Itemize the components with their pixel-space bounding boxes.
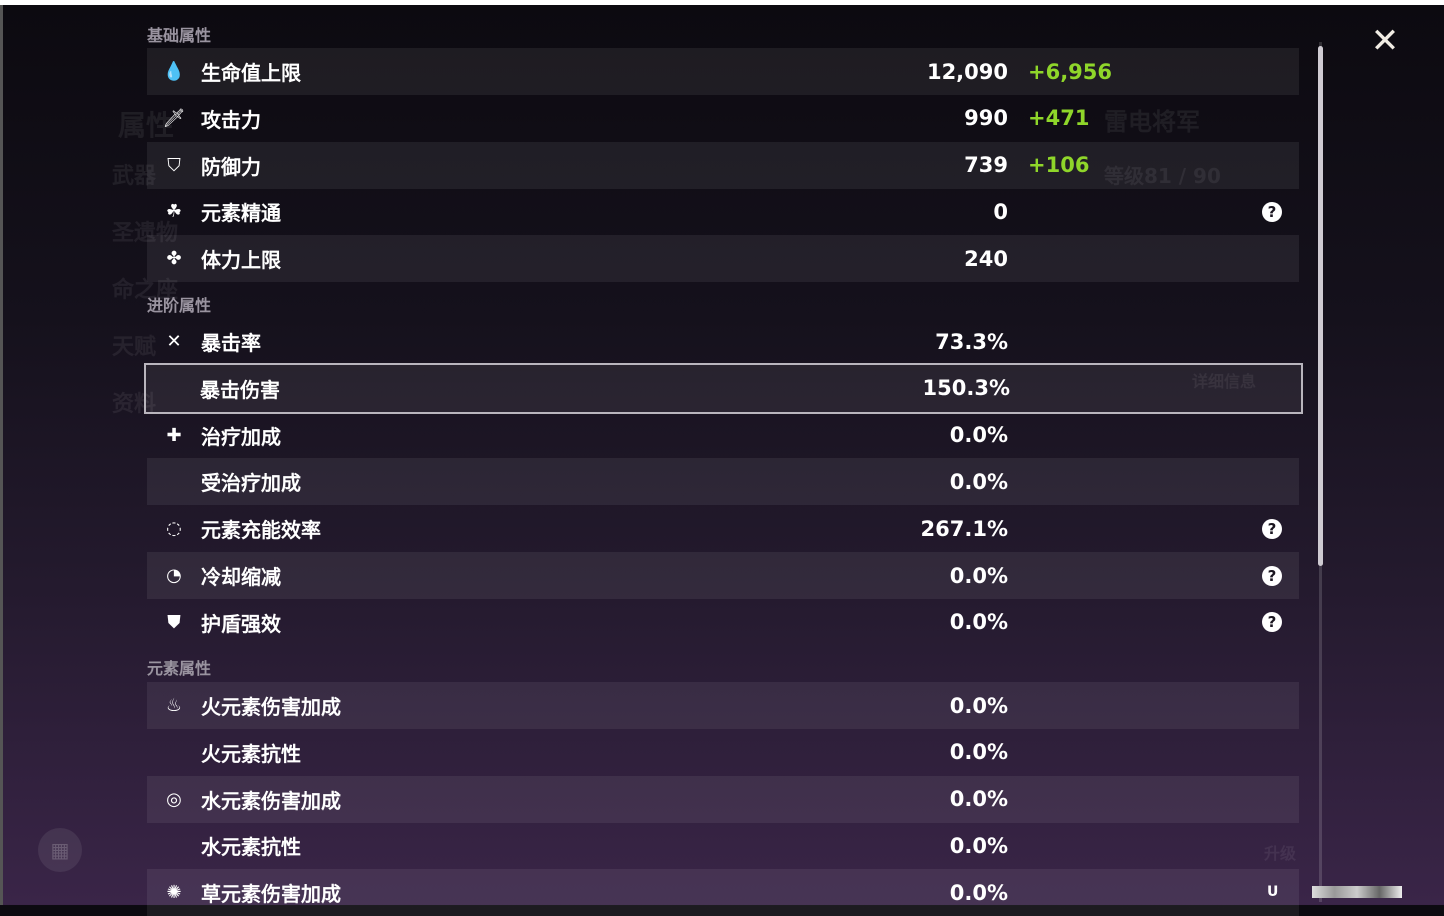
side-menu-item-bg: 命之座	[112, 278, 179, 303]
help-icon[interactable]: ?	[1262, 612, 1282, 633]
stat-row[interactable]: ♨ 火元素伤害加成 0.0%	[147, 682, 1299, 729]
side-menu-item-bg: 资料	[112, 392, 157, 417]
stat-label: 护盾强效	[201, 611, 281, 636]
stat-row[interactable]: ✺ 草元素伤害加成 0.0%	[147, 869, 1299, 916]
stat-row[interactable]: ◔ 冷却缩减 0.0%?	[147, 552, 1299, 599]
side-menu-item-bg: 天赋	[112, 335, 157, 360]
uid-label: U	[1267, 884, 1279, 900]
stat-value: 0.0%	[949, 423, 1008, 448]
stat-row[interactable]: ✤ 体力上限 240	[147, 235, 1299, 283]
help-icon[interactable]: ?	[1262, 518, 1282, 539]
crit-rate-icon: ✕	[166, 331, 182, 352]
stat-value: 12,090	[926, 59, 1008, 84]
level-bg: 等级81 / 90	[1104, 164, 1221, 188]
stat-row[interactable]: 火元素抗性 0.0%	[147, 729, 1299, 776]
side-menu-item-bg: 圣遗物	[112, 221, 179, 246]
stamina-icon: ✤	[166, 248, 182, 270]
stat-row[interactable]: ✕ 暴击率 73.3%	[147, 318, 1299, 365]
elemental-mastery-icon: ☘	[165, 201, 183, 223]
shield-strength-icon: ⛊	[167, 611, 181, 633]
help-icon[interactable]: ?	[1262, 201, 1282, 222]
stat-value: 0.0%	[949, 880, 1008, 905]
stat-value: 990	[964, 106, 1008, 131]
stat-label: 水元素抗性	[201, 835, 301, 860]
shield-icon: ⛉	[167, 154, 181, 176]
stat-value: 150.3%	[922, 376, 1010, 401]
details-button-bg: 详细信息	[1192, 372, 1257, 391]
stat-value: 0.0%	[949, 469, 1008, 494]
character-name-bg: 雷电将军	[1104, 108, 1200, 136]
dendro-icon: ✺	[166, 882, 182, 904]
stat-label: 攻击力	[201, 107, 261, 132]
hydro-icon: ◎	[166, 788, 182, 810]
stat-value: 0.0%	[949, 610, 1008, 635]
stat-value: 240	[964, 246, 1008, 271]
help-icon[interactable]: ?	[1262, 565, 1282, 586]
left-border	[0, 5, 3, 905]
scrollbar-thumb[interactable]	[1318, 46, 1323, 566]
stat-label: 水元素伤害加成	[201, 788, 341, 813]
sword-icon: 🗡	[162, 107, 186, 129]
grid-icon: ▦	[50, 838, 70, 862]
close-icon: ✕	[1370, 21, 1400, 61]
section-title: 元素属性	[147, 659, 212, 678]
stat-value: 0.0%	[949, 787, 1008, 812]
stat-value: 0.0%	[949, 833, 1008, 858]
stat-row[interactable]: 水元素抗性 0.0%	[147, 822, 1299, 869]
section-title: 进阶属性	[147, 296, 212, 315]
healing-cross-icon: ✚	[166, 424, 182, 446]
stat-label: 火元素抗性	[201, 741, 301, 766]
stat-bonus: +471	[1028, 106, 1090, 131]
pyro-icon: ♨	[165, 695, 183, 716]
stat-label: 治疗加成	[201, 424, 281, 449]
stat-value: 0.0%	[949, 563, 1008, 588]
stat-value: 0.0%	[949, 693, 1008, 718]
stat-label: 体力上限	[201, 248, 281, 273]
stat-value: 267.1%	[920, 516, 1008, 541]
side-menu-item-bg: 属性	[118, 109, 175, 142]
cooldown-icon: ◔	[166, 565, 182, 586]
stat-value: 0.0%	[949, 740, 1008, 765]
upgrade-button-bg: 升级	[1264, 844, 1297, 863]
stat-row[interactable]: ⛊ 护盾强效 0.0%?	[147, 599, 1299, 646]
top-border	[0, 0, 1444, 5]
stat-label: 冷却缩减	[201, 565, 281, 589]
energy-recharge-icon: ◌	[166, 518, 182, 540]
stat-row[interactable]: ⛉ 防御力 739 +106	[147, 141, 1299, 189]
stat-label: 暴击率	[201, 331, 261, 355]
stat-value: 0	[993, 199, 1008, 224]
stat-label: 草元素伤害加成	[201, 882, 341, 907]
stat-row[interactable]: 暴击伤害 150.3%	[144, 362, 1303, 414]
stat-label: 元素充能效率	[201, 518, 321, 543]
stat-bonus: +106	[1028, 153, 1090, 178]
stat-label: 生命值上限	[201, 61, 301, 85]
stat-bonus: +6,956	[1028, 59, 1113, 84]
close-button[interactable]: ✕	[1366, 22, 1404, 60]
stat-row[interactable]: ☘ 元素精通 0?	[147, 188, 1299, 235]
stat-row[interactable]: 💧 生命值上限 12,090 +6,956	[147, 48, 1299, 95]
stat-row[interactable]: 受治疗加成 0.0%	[147, 458, 1299, 506]
stat-value: 73.3%	[935, 329, 1008, 354]
section-title: 基础属性	[147, 26, 212, 45]
stat-row[interactable]: ◌ 元素充能效率 267.1%?	[147, 505, 1299, 552]
side-menu-item-bg: 武器	[112, 164, 157, 189]
stat-label: 元素精通	[201, 201, 281, 226]
stat-row[interactable]: 🗡 攻击力 990 +471	[147, 95, 1299, 142]
hp-drop-icon: 💧	[162, 61, 186, 82]
stat-label: 受治疗加成	[201, 471, 301, 496]
stat-label: 暴击伤害	[200, 377, 280, 402]
menu-grid-button[interactable]: ▦	[38, 828, 82, 872]
stat-label: 火元素伤害加成	[201, 695, 341, 719]
stat-row[interactable]: ✚ 治疗加成 0.0%	[147, 412, 1299, 459]
uid-redacted	[1312, 886, 1402, 898]
stat-value: 739	[964, 153, 1008, 178]
stat-row[interactable]: ◎ 水元素伤害加成 0.0%	[147, 775, 1299, 823]
stat-label: 防御力	[201, 154, 261, 179]
